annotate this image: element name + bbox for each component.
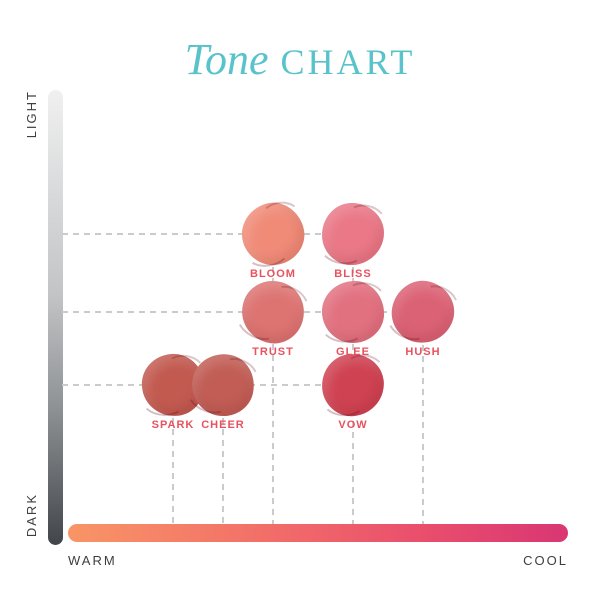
swatch-label-bliss: BLISS xyxy=(334,268,372,281)
swatch-blob-trust xyxy=(234,273,312,351)
swatch-label-trust: TRUST xyxy=(252,345,294,358)
warmth-axis-bar xyxy=(68,524,568,542)
swatch-blob-bliss xyxy=(321,202,385,266)
swatch-blob-bloom xyxy=(233,195,313,274)
title-word-chart: CHART xyxy=(280,42,416,82)
swatch-label-hush: HUSH xyxy=(405,345,441,358)
swatch-label-glee: GLEE xyxy=(336,345,370,358)
guide-line-horizontal xyxy=(62,233,353,236)
axis-label-light: LIGHT xyxy=(24,90,39,139)
swatch-label-vow: VOW xyxy=(338,419,368,432)
guide-line-vertical xyxy=(422,311,424,524)
swatch-blob-hush xyxy=(385,274,461,350)
swatch-blob-glee xyxy=(320,279,386,345)
title-word-tone: Tone xyxy=(184,35,269,84)
guide-line-vertical xyxy=(222,385,224,524)
swatch-label-cheer: CHEER xyxy=(201,419,245,432)
axis-label-cool: COOL xyxy=(523,553,568,568)
swatch-label-spark: SPARK xyxy=(151,419,195,432)
axis-label-dark: DARK xyxy=(24,493,39,538)
guide-line-vertical xyxy=(172,385,174,524)
swatch-blob-vow xyxy=(318,350,388,420)
page-title: Tone CHART xyxy=(0,38,600,82)
swatch-label-bloom: BLOOM xyxy=(250,268,296,281)
guide-line-vertical xyxy=(272,234,274,524)
axis-label-warm: WARM xyxy=(68,553,117,568)
lightness-axis-bar xyxy=(48,90,63,545)
